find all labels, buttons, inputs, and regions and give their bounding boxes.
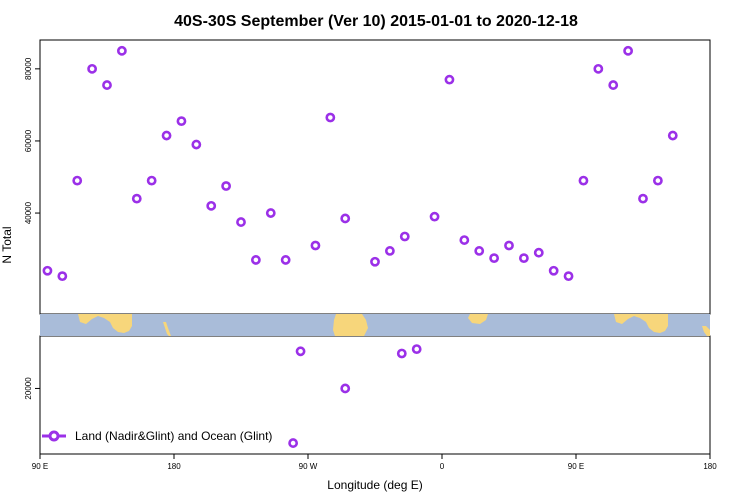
data-point [593, 63, 604, 74]
x-tick-label: 90 W [299, 462, 318, 471]
land-polygon [614, 314, 668, 333]
legend: Land (Nadir&Glint) and Ocean (Glint) [42, 429, 272, 443]
land-shapes [78, 314, 710, 336]
y-axis-label: N Total [0, 226, 14, 263]
data-point [340, 383, 351, 394]
data-point [280, 255, 291, 265]
data-point [340, 213, 351, 224]
data-point [652, 175, 663, 186]
data-point [42, 265, 53, 276]
data-point [57, 271, 68, 282]
y-tick-label: 60000 [24, 129, 33, 152]
map-strip [40, 314, 710, 336]
data-point [310, 240, 321, 251]
data-point [102, 80, 112, 90]
data-point [161, 130, 172, 141]
ocean-band [40, 314, 710, 336]
data-point [608, 80, 619, 90]
land-polygon [468, 314, 488, 324]
data-point [206, 200, 217, 211]
data-point [384, 246, 395, 256]
data-point [563, 271, 574, 282]
y-tick-label: 20000 [24, 377, 33, 400]
data-point [176, 116, 187, 127]
data-point [146, 175, 157, 186]
x-tick-label: 90 E [568, 462, 584, 471]
data-point [578, 175, 589, 186]
data-point [288, 438, 299, 448]
plot-frame-upper [39, 39, 711, 315]
legend-label: Land (Nadir&Glint) and Ocean (Glint) [75, 429, 272, 443]
data-point [411, 344, 422, 355]
x-tick-label: 180 [703, 462, 717, 471]
data-point [396, 348, 407, 359]
y-axis-lower: 20000 [24, 377, 40, 400]
data-point [489, 253, 500, 264]
land-polygon [702, 326, 710, 336]
data-point [87, 63, 98, 74]
land-polygon [78, 314, 132, 333]
y-tick-label: 80000 [24, 57, 33, 80]
data-points [42, 45, 678, 448]
data-point [250, 255, 261, 265]
data-point [370, 256, 380, 267]
data-point [667, 130, 678, 141]
data-point [265, 208, 276, 218]
data-point [474, 246, 485, 256]
data-point [444, 74, 455, 85]
land-polygon [163, 322, 171, 336]
x-axis-label: Longitude (deg E) [327, 478, 422, 492]
data-point [72, 175, 83, 186]
data-point [429, 211, 440, 222]
data-point [638, 193, 648, 204]
y-tick-label: 40000 [24, 201, 33, 224]
data-point [221, 181, 232, 191]
data-point [518, 253, 529, 264]
x-tick-label: 0 [440, 462, 445, 471]
data-point [236, 217, 246, 227]
x-tick-label: 90 E [32, 462, 48, 471]
data-point [116, 45, 127, 56]
y-axis-upper: 40000 60000 80000 [24, 57, 40, 224]
data-point [548, 265, 559, 276]
data-point [191, 139, 202, 150]
data-point [131, 193, 142, 204]
data-point [623, 45, 634, 56]
data-point [399, 231, 410, 242]
land-polygon [333, 314, 368, 336]
data-point [504, 240, 514, 251]
data-point [459, 235, 470, 245]
legend-swatch-marker [48, 430, 60, 442]
data-point [295, 346, 306, 357]
x-axis: 90 E 180 90 W 0 90 E 180 [32, 454, 717, 471]
data-point [325, 112, 336, 123]
data-point [533, 247, 544, 258]
x-tick-label: 180 [167, 462, 181, 471]
chart-title: 40S-30S September (Ver 10) 2015-01-01 to… [174, 13, 578, 30]
